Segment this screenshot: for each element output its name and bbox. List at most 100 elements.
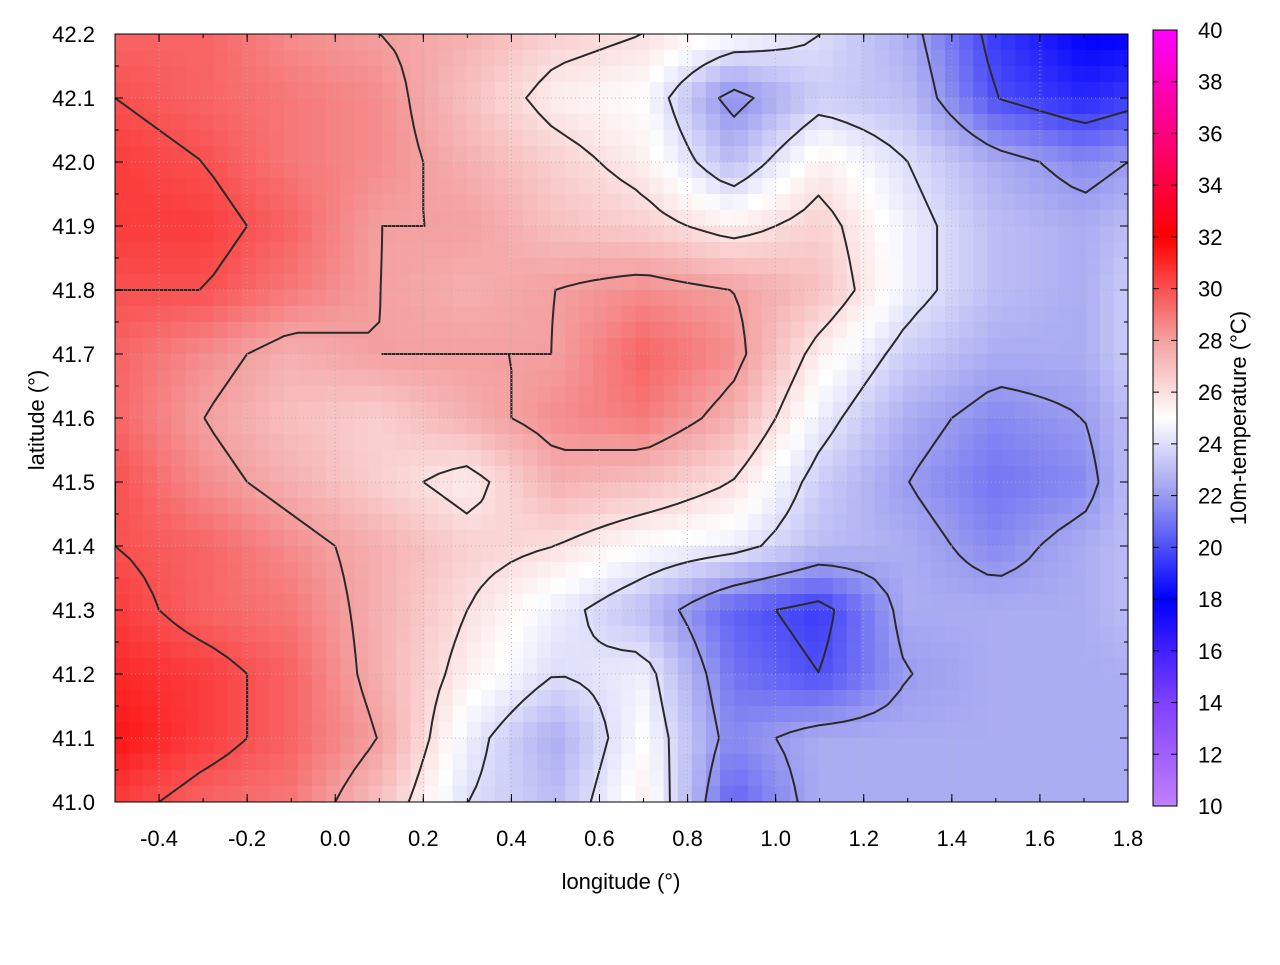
heat-cell xyxy=(804,130,820,147)
heat-cell xyxy=(1029,322,1045,339)
heat-cell xyxy=(452,66,468,83)
heat-cell xyxy=(663,274,679,291)
heat-cell xyxy=(269,530,285,547)
heat-cell xyxy=(832,754,848,771)
heat-cell xyxy=(762,770,777,787)
heat-cell xyxy=(297,370,313,387)
heat-cell xyxy=(255,786,271,802)
heat-cell xyxy=(480,274,496,291)
heat-cell xyxy=(931,690,946,707)
heat-cell xyxy=(368,658,383,675)
heat-cell xyxy=(748,354,763,371)
heat-cell xyxy=(269,194,285,211)
heat-cell xyxy=(1099,370,1115,387)
heat-cell xyxy=(283,434,299,451)
heat-cell xyxy=(860,194,876,211)
heat-cell xyxy=(1029,210,1045,227)
heat-cell xyxy=(635,146,651,163)
heat-cell xyxy=(311,290,327,307)
heat-cell xyxy=(508,178,524,195)
heat-cell xyxy=(199,130,215,147)
heat-cell xyxy=(241,498,257,515)
heat-cell xyxy=(874,434,890,451)
heat-cell xyxy=(874,610,890,627)
heat-cell xyxy=(1085,770,1101,787)
heat-cell xyxy=(466,578,482,595)
heat-cell xyxy=(480,658,496,675)
heat-cell xyxy=(916,434,932,451)
heat-cell xyxy=(438,242,454,259)
heat-cell xyxy=(719,34,735,51)
heat-cell xyxy=(311,578,327,595)
heat-cell xyxy=(382,482,397,499)
heat-cell xyxy=(776,98,791,115)
heat-cell xyxy=(959,722,974,739)
heat-cell xyxy=(424,642,440,659)
heat-cell xyxy=(663,290,679,307)
heat-cell xyxy=(959,402,974,419)
heat-cell xyxy=(579,370,594,387)
heat-cell xyxy=(916,370,932,387)
heat-cell xyxy=(115,290,130,307)
heat-cell xyxy=(255,50,271,67)
heat-cell xyxy=(776,114,791,131)
heat-cell xyxy=(508,386,524,403)
heat-cell xyxy=(846,770,862,787)
heat-cell xyxy=(551,546,566,563)
heat-cell xyxy=(396,370,412,387)
heat-cell xyxy=(368,578,383,595)
y-tick-label: 41.8 xyxy=(52,278,95,303)
heat-cell xyxy=(494,674,510,691)
heat-cell xyxy=(1071,786,1087,802)
heat-cell xyxy=(1057,642,1073,659)
heat-cell xyxy=(424,434,440,451)
heat-cell xyxy=(818,82,834,99)
heat-cell xyxy=(1001,498,1017,515)
heat-cell xyxy=(129,210,144,227)
heat-cell xyxy=(663,690,679,707)
heat-cell xyxy=(902,386,918,403)
heat-cell xyxy=(762,322,777,339)
heat-cell xyxy=(283,98,299,115)
heat-cell xyxy=(213,466,229,483)
heat-cell xyxy=(551,98,566,115)
heat-cell xyxy=(790,706,805,723)
heat-cell xyxy=(199,418,215,435)
heat-cell xyxy=(888,658,904,675)
heat-cell xyxy=(1113,562,1128,579)
heat-cell xyxy=(283,498,299,515)
heat-cell xyxy=(776,290,791,307)
heat-cell xyxy=(537,434,552,451)
heat-cell xyxy=(1085,706,1101,723)
heat-cell xyxy=(494,322,510,339)
heat-cell xyxy=(382,82,397,99)
heat-cell xyxy=(1057,98,1073,115)
heat-cell xyxy=(452,690,468,707)
heat-cell xyxy=(888,578,904,595)
heat-cell xyxy=(326,82,341,99)
heat-cell xyxy=(959,114,974,131)
heat-cell xyxy=(523,338,538,355)
heat-cell xyxy=(1057,338,1073,355)
heat-cell xyxy=(1043,402,1059,419)
heat-cell xyxy=(326,674,341,691)
heat-cell xyxy=(213,674,229,691)
heat-cell xyxy=(523,306,538,323)
heat-cell xyxy=(987,370,1002,387)
heat-cell xyxy=(115,786,130,802)
heat-cell xyxy=(129,722,144,739)
heat-cell xyxy=(227,370,243,387)
heat-cell xyxy=(537,786,552,802)
heat-cell xyxy=(1057,610,1073,627)
heat-cell xyxy=(860,754,876,771)
heat-cell xyxy=(762,482,777,499)
heat-cell xyxy=(311,386,327,403)
colorbar-label: 10m-temperature (°C) xyxy=(1226,311,1251,525)
heat-cell xyxy=(508,674,524,691)
heat-cell xyxy=(987,754,1002,771)
heat-cell xyxy=(635,66,651,83)
heat-cell xyxy=(790,306,805,323)
heat-cell xyxy=(579,226,594,243)
heat-cell xyxy=(1029,370,1045,387)
